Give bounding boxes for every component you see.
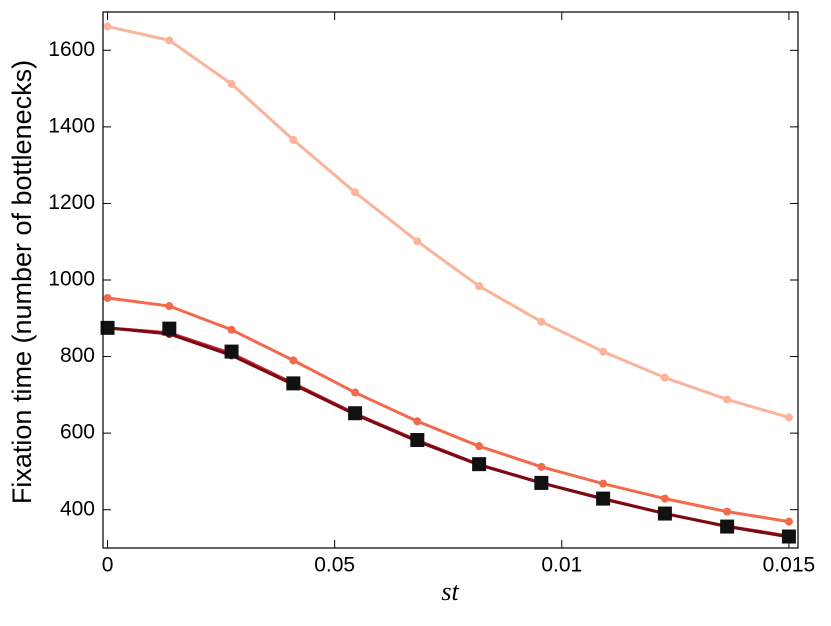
y-tick-label: 1600 (48, 38, 95, 61)
y-tick-label: 400 (60, 497, 95, 520)
square-marker (534, 475, 549, 490)
square-marker (720, 519, 735, 534)
y-axis-label: Fixation time (number of bottlenecks) (7, 60, 37, 504)
square-marker (410, 433, 425, 448)
square-marker (162, 321, 177, 336)
point (165, 36, 174, 45)
point (351, 188, 360, 197)
square-marker (100, 320, 115, 335)
point (537, 317, 546, 326)
y-tick-label: 1000 (48, 268, 95, 291)
series-line (107, 326, 790, 539)
series-line (107, 25, 790, 419)
point (723, 507, 732, 516)
square-marker (596, 491, 611, 506)
square-marker (224, 344, 239, 359)
point (289, 135, 298, 144)
point (413, 237, 422, 246)
point (103, 293, 112, 302)
y-tick-label: 800 (60, 344, 95, 367)
point (289, 356, 298, 365)
point (165, 302, 174, 311)
point (475, 282, 484, 291)
y-tick-label: 1200 (48, 191, 95, 214)
plot-frame (102, 11, 799, 549)
point (723, 395, 732, 404)
x-tick-label: 0 (102, 554, 114, 577)
square-marker (348, 406, 363, 421)
point (103, 22, 112, 31)
point (599, 479, 608, 488)
point (784, 517, 793, 526)
point (660, 373, 669, 382)
point (475, 442, 484, 451)
point (537, 462, 546, 471)
x-axis-label: st (441, 577, 459, 606)
square-marker (286, 376, 301, 391)
point (351, 388, 360, 397)
series-line (107, 326, 790, 538)
point (227, 325, 236, 334)
square-marker (781, 529, 796, 544)
square-marker (657, 506, 672, 521)
x-tick-label: 0.01 (541, 554, 582, 577)
square-marker (472, 457, 487, 472)
series-line (107, 296, 790, 524)
point (599, 347, 608, 356)
point (784, 413, 793, 422)
y-tick-label: 600 (60, 421, 95, 444)
point (227, 79, 236, 88)
x-tick-label: 0.015 (763, 554, 816, 577)
point (413, 417, 422, 426)
x-tick-label: 0.05 (314, 554, 355, 577)
point (660, 494, 669, 503)
y-tick-label: 1400 (48, 114, 95, 137)
